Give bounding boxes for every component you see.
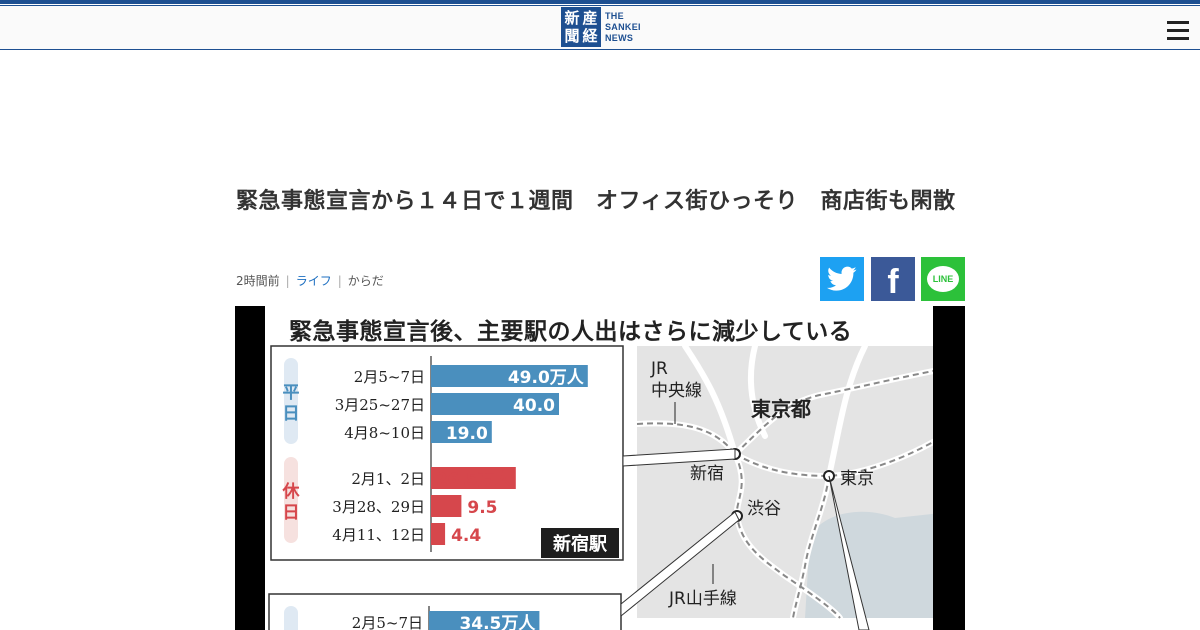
station-tag: 新宿駅 — [553, 533, 608, 555]
station-tag-bg — [541, 528, 619, 558]
category-label: 2月5~7日 — [352, 614, 423, 630]
holiday-label-bottom: 日 — [283, 503, 300, 523]
railway-lines-dashed — [636, 369, 933, 619]
site-header: 新 産 聞 経 THE SANKEI NEWS — [0, 6, 1200, 50]
shinjuku-label: 新宿 — [690, 464, 724, 484]
line-icon: LINE — [927, 266, 959, 292]
logo-kanji: 聞 — [564, 27, 580, 45]
holiday-label-top: 休 — [282, 481, 301, 502]
category-label: 2月5~7日 — [354, 368, 425, 386]
weekday-pill-lower — [284, 606, 298, 630]
bar — [431, 495, 462, 517]
weekday-label-bottom: 日 — [283, 404, 300, 424]
article-headline: 緊急事態宣言から１４日で１週間 オフィス街ひっそり 商店街も閑散 — [236, 189, 956, 214]
tokyo-leader — [828, 475, 870, 630]
bar — [431, 365, 588, 387]
facebook-share-button[interactable]: f — [871, 257, 915, 301]
tokyo-label: 東京 — [840, 469, 874, 489]
category-label: 4月11、12日 — [332, 526, 425, 544]
bar — [431, 523, 446, 545]
category-label: 3月28、29日 — [332, 498, 425, 516]
figure-title: 緊急事態宣言後、主要駅の人出はさらに減少している — [289, 319, 853, 345]
logo-kanji: 経 — [582, 27, 598, 45]
logo-kanji: 産 — [582, 9, 598, 27]
logo-mark: 新 産 聞 経 — [561, 7, 601, 47]
publish-time: 2時間前 — [236, 274, 280, 288]
sankei-logo[interactable]: 新 産 聞 経 THE SANKEI NEWS — [561, 7, 641, 47]
bar — [431, 393, 559, 415]
shinjuku-leader — [622, 448, 736, 467]
header-top-line-thin — [0, 5, 1200, 6]
bar-value-label: 26.5万人 — [436, 470, 513, 490]
line-share-button[interactable]: LINE — [921, 257, 965, 301]
bar-value-label: 40.0 — [513, 396, 555, 416]
bar-value-label: 34.5万人 — [459, 614, 536, 630]
bar — [431, 421, 492, 443]
article-meta: 2時間前 | ライフ | からだ — [236, 272, 384, 289]
bar-value-label: 9.5 — [467, 498, 497, 518]
facebook-f-icon: f — [887, 263, 899, 301]
subcategory-label: からだ — [347, 274, 384, 288]
jr-chuo-label-1: JR — [650, 359, 668, 379]
line-icon-text: LINE — [932, 274, 954, 284]
shibuya-label: 渋谷 — [747, 499, 781, 519]
tokyo-bay — [805, 511, 933, 618]
bar — [429, 611, 540, 630]
twitter-bird-icon — [827, 266, 857, 291]
logo-line: THE — [605, 10, 624, 21]
weekday-label-top: 平 — [283, 383, 300, 403]
logo-line: NEWS — [605, 32, 634, 43]
jr-chuo-label-2: 中央線 — [651, 381, 702, 401]
category-label: 2月1、2日 — [351, 470, 425, 488]
meta-separator: | — [337, 273, 342, 288]
bars-layer: 2月5~7日 49.0万人 3月25~27日 40.0 4月8~10日 19.0 2月1、2… — [332, 365, 588, 630]
bar-value-label: 4.4 — [451, 526, 481, 546]
category-label: 4月8~10日 — [344, 424, 425, 442]
tokyo-to-label: 東京都 — [751, 397, 811, 421]
logo-kanji: 新 — [564, 9, 580, 27]
infographic-chart: 平 日 休 日 2月5~7日 49.0万人 3月25~27日 40.0 4月8~10日 1… — [268, 343, 933, 630]
article-figure: 緊急事態宣言後、主要駅の人出はさらに減少している 平 日 休 日 2月5~7日 4… — [235, 306, 965, 630]
holiday-pill — [284, 457, 298, 543]
bar-value-label: 19.0 — [446, 424, 488, 444]
bar-value-label: 49.0万人 — [508, 368, 585, 388]
header-top-line — [0, 0, 1200, 4]
meta-separator: | — [285, 273, 290, 288]
category-link[interactable]: ライフ — [295, 274, 332, 288]
weekday-pill — [284, 358, 298, 444]
shibuya-leader — [620, 511, 740, 618]
hamburger-menu-icon[interactable] — [1167, 21, 1189, 41]
infographic: 緊急事態宣言後、主要駅の人出はさらに減少している 平 日 休 日 2月5~7日 4… — [265, 306, 933, 630]
logo-line: SANKEI — [605, 21, 641, 32]
twitter-share-button[interactable] — [820, 257, 864, 301]
logo-wordmark: THE SANKEI NEWS — [605, 11, 641, 44]
bar — [431, 467, 516, 489]
category-label: 3月25~27日 — [335, 396, 425, 414]
yamanote-label: JR山手線 — [668, 589, 737, 609]
